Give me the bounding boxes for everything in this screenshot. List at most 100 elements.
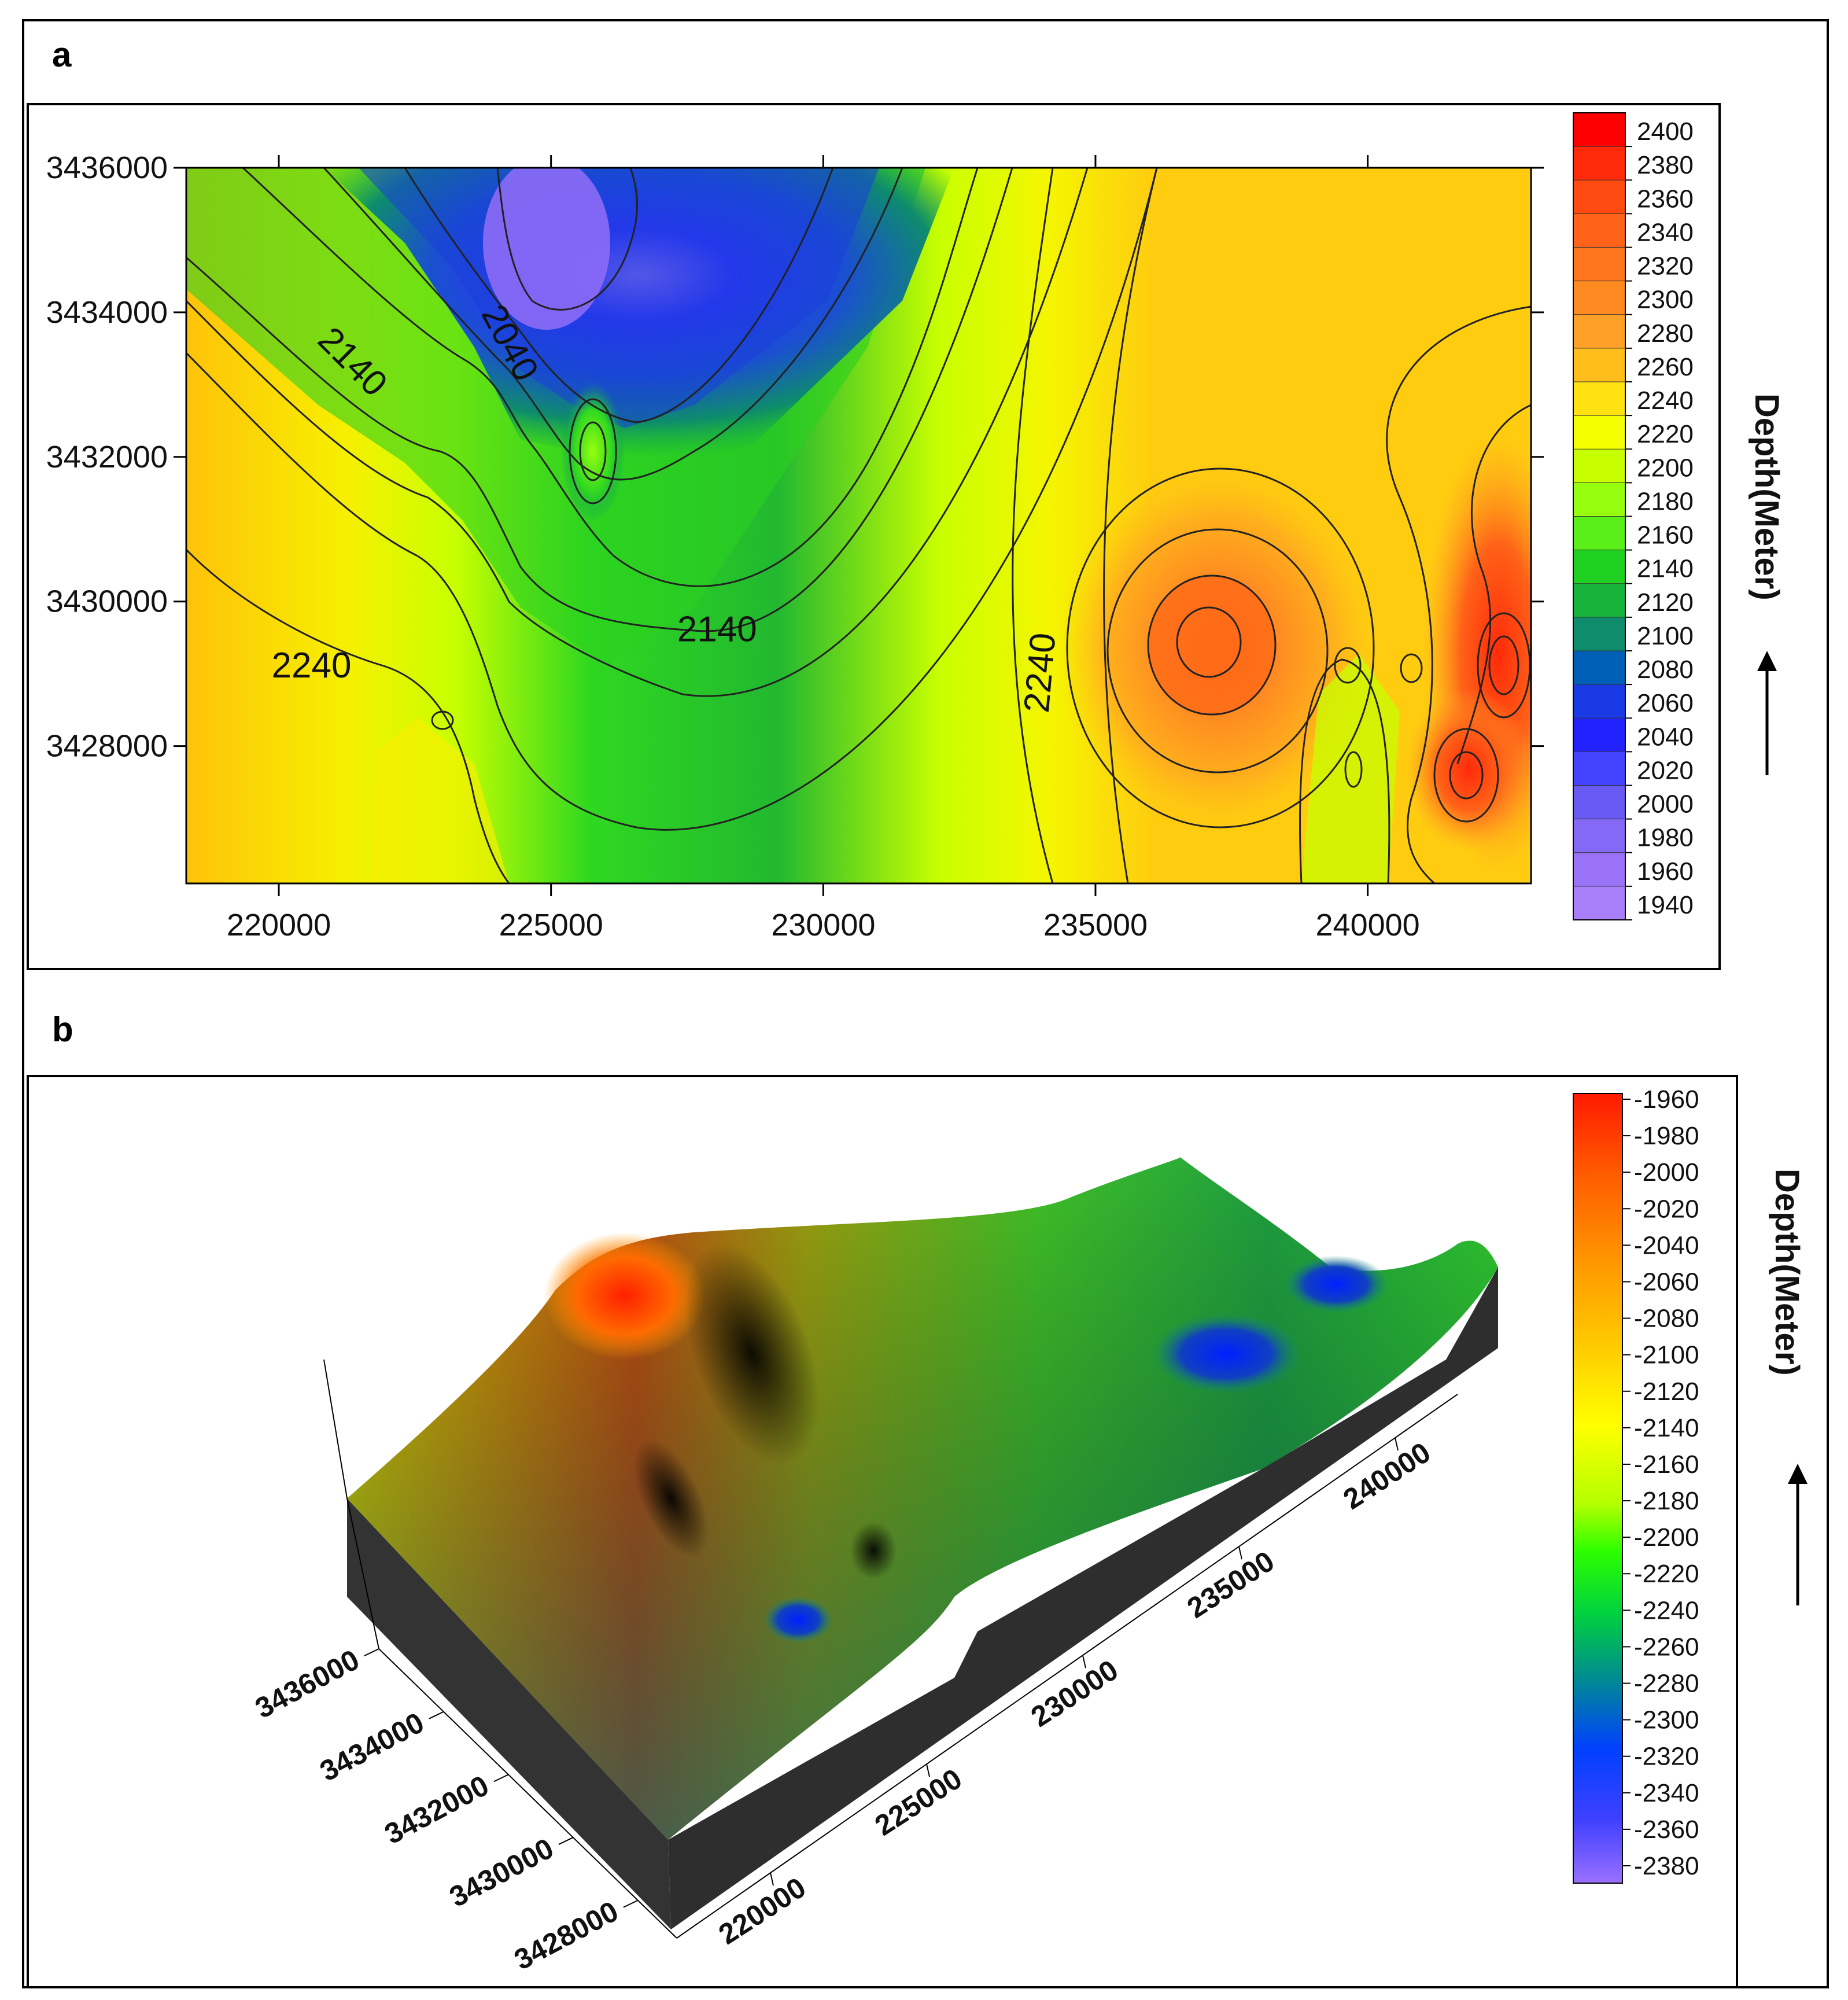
- iso-x-tick-mark: [926, 1763, 930, 1777]
- colorbar-a-swatch: [1573, 179, 1626, 215]
- colorbar-a-swatch: [1573, 112, 1626, 148]
- colorbar-a-label: 2300: [1637, 286, 1694, 314]
- contour-label: 2140: [677, 609, 757, 649]
- colorbar-b-label: -2060: [1634, 1268, 1699, 1296]
- y-tick-label: 3434000: [46, 295, 168, 330]
- colorbar-a-swatch: [1573, 852, 1626, 887]
- colorbar-a-swatch: [1573, 785, 1626, 820]
- plot-border: [185, 167, 1532, 885]
- block-front-face: [347, 1498, 671, 1929]
- iso-x-tick-mark: [1082, 1655, 1086, 1668]
- colorbar-a-label: 2100: [1637, 622, 1694, 650]
- colorbar-a-label: 2360: [1637, 185, 1694, 213]
- x-axis-ticks: 220000 225000 230000 235000 240000: [227, 155, 1420, 942]
- colorbar-a-swatch: [1573, 213, 1626, 248]
- iso-y-tick-mark: [558, 1837, 574, 1845]
- colorbar-b-label: -2220: [1634, 1560, 1699, 1588]
- colorbar-b-label: -2240: [1634, 1596, 1699, 1625]
- colorbar-b-title: Depth(Meter): [1768, 1169, 1806, 1376]
- colorbar-a-swatch: [1573, 448, 1626, 484]
- x-tick-label: 230000: [771, 908, 875, 942]
- colorbar-b-bar: [1573, 1093, 1623, 1884]
- surface-shadow-2: [633, 1439, 709, 1557]
- colorbar-a-label: 2160: [1637, 521, 1694, 550]
- block-side-face: [668, 1267, 1498, 1929]
- colorbar-a-swatch: [1573, 482, 1626, 517]
- yellow-lobe-left: [370, 717, 509, 883]
- iso-y-tick-label: 3436000: [250, 1643, 364, 1725]
- colorbar-b-label: -2000: [1634, 1158, 1699, 1187]
- colorbar-b-label: -2200: [1634, 1523, 1699, 1552]
- iso-y-tick-mark: [493, 1774, 509, 1782]
- colorbar-b-label: -2100: [1634, 1341, 1699, 1369]
- iso-y-axis: [378, 1648, 677, 1939]
- vertical-axis: [323, 1359, 348, 1499]
- colorbar-a-label: 2340: [1637, 218, 1694, 246]
- colorbar-b-label: -2380: [1634, 1852, 1699, 1880]
- colorbar-a-label: 2120: [1637, 588, 1694, 617]
- x-tick-label: 225000: [499, 908, 603, 942]
- iso-y-tick-mark: [364, 1648, 379, 1656]
- colorbar-a-label: 2320: [1637, 252, 1694, 281]
- iso-y-tick-mark: [623, 1899, 639, 1908]
- colorbar-a-label: 2040: [1637, 723, 1694, 751]
- colorbar-a-label: 2280: [1637, 319, 1694, 348]
- colorbar-a-swatch: [1573, 583, 1626, 618]
- iso-y-tick-label: 3428000: [509, 1895, 624, 1976]
- colorbar-a-swatch: [1573, 348, 1626, 382]
- colorbar-b-label: -2320: [1634, 1743, 1699, 1771]
- colorbar-b-label: -2360: [1634, 1815, 1699, 1844]
- colorbar-a-swatch: [1573, 381, 1626, 417]
- colorbar-a-swatch: [1573, 819, 1626, 853]
- colorbar-a-title: Depth(Meter): [1748, 393, 1786, 601]
- orange-high-inner: [1148, 576, 1275, 714]
- colorbar-a-label: 2000: [1637, 790, 1694, 819]
- panel-a-frame: [27, 103, 1721, 970]
- colorbar-b-label: -2300: [1634, 1706, 1699, 1734]
- colorbar-a-label: 2060: [1637, 689, 1694, 717]
- colorbar-a-label: 2240: [1637, 386, 1694, 415]
- iso-x-tick-mark: [1238, 1546, 1242, 1560]
- colorbar-b-label: -2140: [1634, 1414, 1699, 1442]
- y-tick-label: 3436000: [46, 150, 168, 185]
- colorbar-a-label: 2080: [1637, 655, 1694, 684]
- colorbar-a-label: 2200: [1637, 454, 1694, 482]
- colorbar-a-swatch: [1573, 751, 1626, 786]
- x-tick-label: 240000: [1316, 908, 1420, 942]
- y-tick-label: 3430000: [46, 584, 168, 619]
- surface-hole-2: [1284, 1255, 1388, 1313]
- colorbar-a-label: 2140: [1637, 555, 1694, 583]
- colorbar-b-label: -2340: [1634, 1779, 1699, 1807]
- surface-hole-1: [1151, 1313, 1301, 1394]
- colorbar-a-label: 2180: [1637, 487, 1694, 515]
- colorbar-a: 2400 2380 2360 2340 2320 2300 2280 2260 2240 2220…: [1573, 112, 1694, 920]
- colorbar-a-label: 1960: [1637, 857, 1694, 886]
- colorbar-a-swatch: [1573, 247, 1626, 282]
- local-high-green: [561, 382, 625, 521]
- contour-lines: [186, 168, 1531, 883]
- colorbar-a-swatch: [1573, 617, 1626, 651]
- colorbar-b-label: -1960: [1634, 1085, 1699, 1114]
- surface-hole-3: [763, 1597, 833, 1643]
- colorbar-a-swatch: [1573, 415, 1626, 450]
- depth-arrow-a: [1757, 651, 1777, 775]
- iso-y-tick-label: 3432000: [379, 1769, 494, 1851]
- colorbar-a-label: 2220: [1637, 420, 1694, 448]
- colorbar-a-swatch: [1573, 516, 1626, 551]
- vertical-axis-base: [346, 1498, 379, 1649]
- colorbar-b-label: -2020: [1634, 1195, 1699, 1223]
- yellow-lobe-right: [1301, 654, 1400, 883]
- colorbar-a-label: 1980: [1637, 824, 1694, 852]
- colorbar-b-label: -1980: [1634, 1122, 1699, 1150]
- y-tick-label: 3432000: [46, 440, 168, 474]
- contour-label: 2240: [1017, 631, 1064, 714]
- right-high-2: [1406, 688, 1531, 850]
- x-tick-label: 235000: [1043, 908, 1148, 942]
- iso-x-tick-mark: [1395, 1437, 1399, 1451]
- iso-x-axis: [676, 1394, 1458, 1939]
- colorbar-a-swatch: [1573, 684, 1626, 719]
- contour-label: 2240: [272, 646, 352, 686]
- violet-min: [483, 168, 610, 330]
